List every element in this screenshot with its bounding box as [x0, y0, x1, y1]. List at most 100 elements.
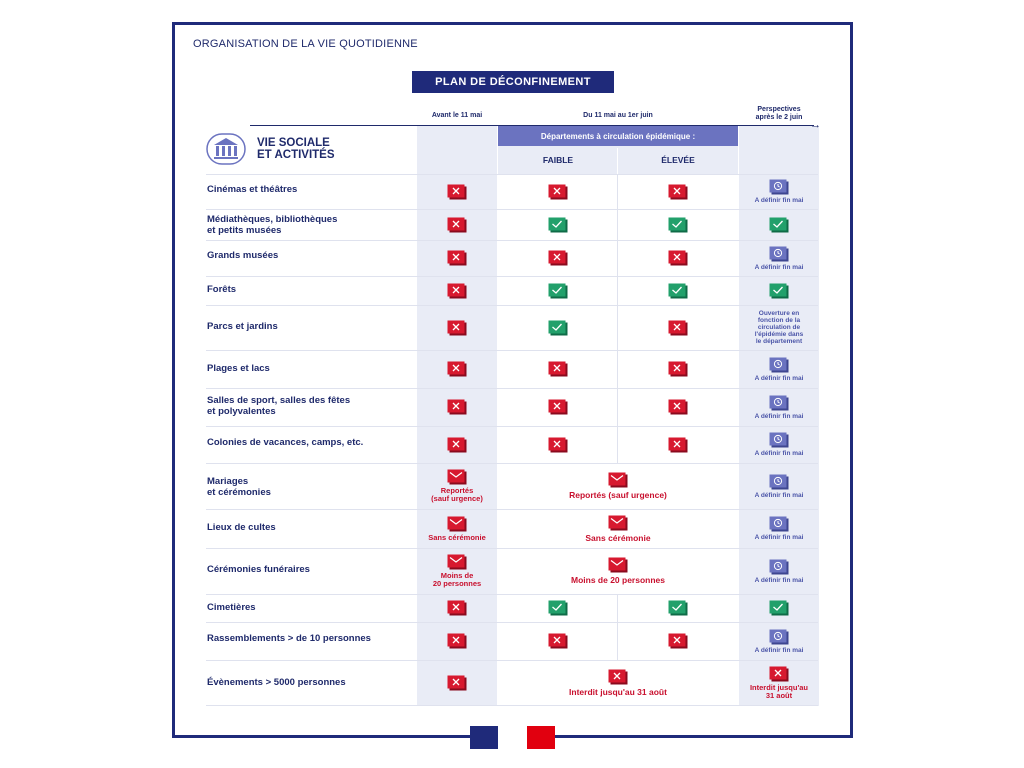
cell-du11-merged: Moins de 20 personnes — [498, 548, 738, 594]
red-cross-icon — [608, 669, 628, 685]
red-cross-icon — [447, 600, 467, 616]
red-cross-icon — [548, 437, 568, 453]
cell-perspectives: A définir fin mai — [739, 350, 819, 388]
french-republic-logo — [470, 726, 555, 749]
row-divider — [206, 463, 818, 464]
cell-avant: Sans cérémonie — [417, 509, 497, 548]
row-label: Parcs et jardins — [207, 321, 278, 332]
cell-avant — [417, 350, 497, 388]
green-check-icon — [769, 283, 789, 299]
red-cross-icon — [447, 283, 467, 299]
blue-clock-icon — [769, 432, 789, 448]
category-title-line-2: ET ACTIVITÉS — [257, 149, 335, 161]
timeline-arrow-icon: → — [810, 119, 821, 131]
row-label-line-2: et cérémonies — [207, 487, 271, 498]
red-envelope-icon — [608, 557, 628, 573]
row-label-line-2: et petits musées — [207, 225, 282, 236]
cell-perspectives: Ouverture en fonction de la circulation … — [739, 305, 819, 350]
cell-faible — [498, 209, 617, 240]
row-label: Cinémas et théâtres — [207, 184, 298, 195]
cell-avant: Reportés (sauf urgence) — [417, 463, 497, 509]
column-avant-header: Avant le 11 mai — [431, 112, 483, 119]
faible-header: FAIBLE — [542, 155, 574, 165]
red-cross-icon — [447, 184, 467, 200]
note-reportes-line-2: (sauf urgence) — [431, 494, 483, 503]
red-cross-icon — [668, 184, 688, 200]
cell-elevee — [618, 622, 738, 660]
green-check-icon — [548, 283, 568, 299]
red-cross-icon — [447, 320, 467, 336]
note-ouverture-line-4: l'épidémie dans — [754, 331, 804, 338]
red-cross-icon — [447, 675, 467, 691]
cell-du11-merged: Interdit jusqu'au 31 août — [498, 660, 738, 705]
red-envelope-icon — [608, 472, 628, 488]
row-label: Cérémonies funéraires — [207, 564, 310, 575]
elevee-header: ÉLEVÉE — [661, 155, 695, 165]
red-cross-icon — [668, 437, 688, 453]
cell-elevee — [618, 594, 738, 622]
cell-avant — [417, 240, 497, 276]
cell-avant — [417, 305, 497, 350]
red-envelope-icon — [447, 469, 467, 485]
blue-clock-icon — [769, 559, 789, 575]
row-divider — [206, 305, 818, 306]
cell-avant — [417, 426, 497, 463]
flag-white-band — [498, 726, 527, 749]
red-cross-icon — [548, 361, 568, 377]
blue-clock-icon — [769, 474, 789, 490]
row-divider — [206, 276, 818, 277]
note-ouverture-line-2: fonction de la — [757, 317, 801, 324]
red-cross-icon — [668, 320, 688, 336]
cell-perspectives: A définir fin mai — [739, 463, 819, 509]
column-divider — [617, 174, 618, 463]
cell-perspectives — [739, 209, 819, 240]
perspectives-line-2: après le 2 juin — [755, 114, 803, 121]
red-envelope-icon — [447, 554, 467, 570]
row-label: Colonies de vacances, camps, etc. — [207, 437, 364, 448]
red-cross-icon — [447, 217, 467, 233]
note-moins20-line-1: Moins de — [440, 571, 474, 580]
cell-elevee — [618, 240, 738, 276]
cell-perspectives: Interdit jusqu'au 31 août — [739, 660, 819, 705]
cell-perspectives: A définir fin mai — [739, 509, 819, 548]
note-moins20: Moins de 20 personnes — [571, 575, 665, 585]
row-label: Grands musées — [207, 250, 279, 261]
cell-avant — [417, 594, 497, 622]
cell-avant: Moins de 20 personnes — [417, 548, 497, 594]
row-label: Évènements > 5000 personnes — [207, 677, 346, 688]
cell-avant — [417, 174, 497, 209]
row-label: Lieux de cultes — [207, 522, 276, 533]
note-a-definir: A définir fin mai — [754, 374, 804, 382]
cell-perspectives: A définir fin mai — [739, 426, 819, 463]
red-envelope-icon — [447, 516, 467, 532]
flag-red-band — [526, 726, 555, 749]
cell-perspectives — [739, 276, 819, 305]
cell-faible — [498, 350, 617, 388]
note-a-definir: A définir fin mai — [754, 491, 804, 499]
note-a-definir: A définir fin mai — [754, 534, 804, 541]
note-sans-ceremonie: Sans cérémonie — [428, 532, 486, 542]
red-cross-icon — [447, 399, 467, 415]
note-a-definir: A définir fin mai — [754, 263, 804, 271]
green-check-icon — [548, 600, 568, 616]
row-divider — [206, 622, 818, 623]
flag-blue-band — [470, 726, 499, 749]
green-check-icon — [548, 320, 568, 336]
row-label-line-1: Mariages — [207, 476, 249, 487]
category-title-line-1: VIE SOCIALE — [257, 137, 330, 149]
row-divider — [206, 548, 818, 549]
row-label-line-1: Salles de sport, salles des fêtes — [207, 395, 351, 406]
cell-perspectives: A définir fin mai — [739, 174, 819, 209]
red-cross-icon — [769, 666, 789, 682]
row-label: Forêts — [207, 284, 237, 295]
row-divider — [206, 660, 818, 661]
red-cross-icon — [668, 250, 688, 266]
perspectives-line-1: Perspectives — [757, 106, 801, 113]
row-divider — [206, 174, 818, 175]
note-ouverture-line-1: Ouverture en — [758, 310, 800, 317]
note-a-definir: A définir fin mai — [754, 412, 804, 420]
cell-avant — [417, 660, 497, 705]
red-cross-icon — [668, 361, 688, 377]
cell-perspectives: A définir fin mai — [739, 388, 819, 426]
timeline-axis — [250, 125, 814, 126]
